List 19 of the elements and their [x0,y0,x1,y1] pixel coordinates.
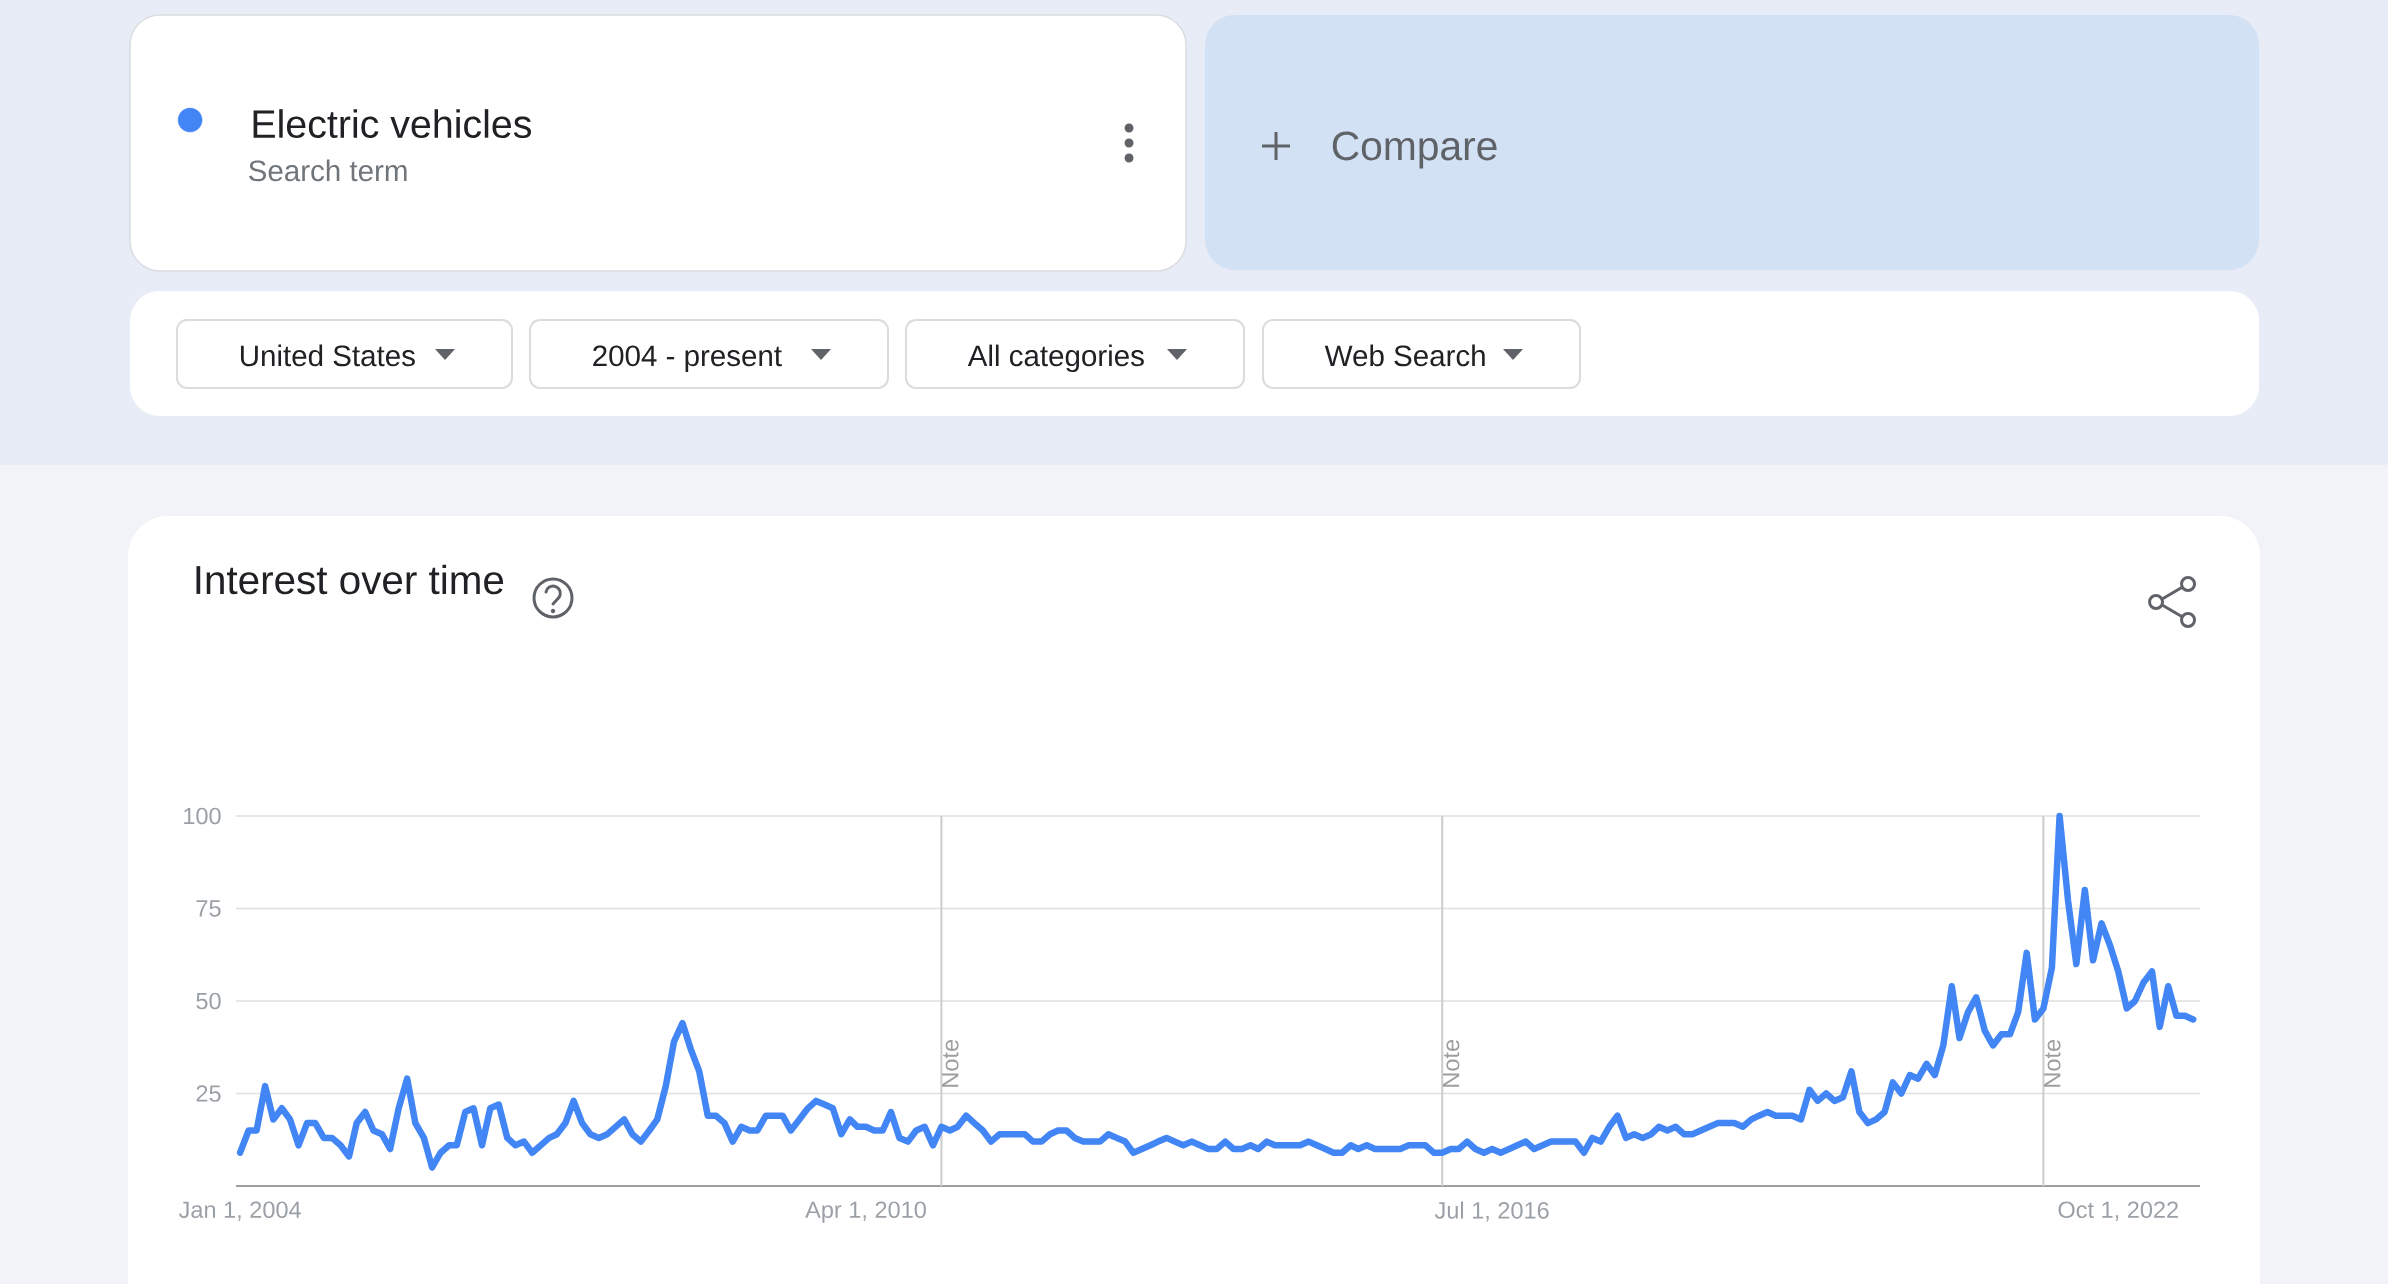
legend-label: Electric vehicles [253,109,532,139]
x-tick-label: Jul 1, 2016 [1434,1201,1549,1222]
text: Compare [1332,131,1497,169]
ref-line-label: Note [2044,1039,2061,1087]
x-tick-label: Jan 1, 2004 [178,1201,301,1221]
y-tick-label: 25 [196,1085,221,1102]
text: United States [240,344,415,367]
y-tick-label: 100 [184,807,221,825]
text: Search term [249,159,407,182]
x-tick-label: Apr 1, 2010 [805,1201,926,1223]
y-tick-label: 50 [196,992,221,1010]
ref-line-label: Note [1442,1039,1460,1087]
chart-title: Interest over time [196,564,504,595]
y-tick-label: 75 [196,900,221,917]
x-tick-label: Oct 1, 2022 [2058,1201,2178,1221]
ref-line-label: Note [942,1039,959,1087]
text: 2004 - present [593,345,782,373]
text: Web Search [1324,344,1485,367]
text: All categories [967,344,1144,373]
